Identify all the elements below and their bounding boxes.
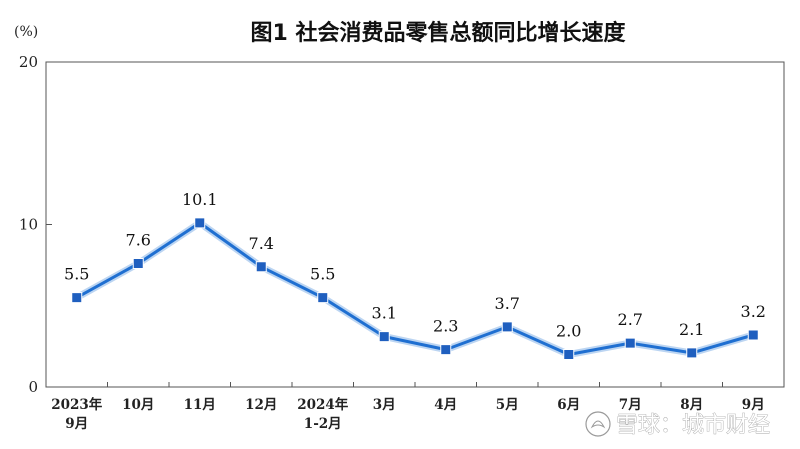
watermark: 雪球：城市财经 [585,411,770,438]
series-line [76,221,754,356]
x-tick-label: 4月 [434,397,457,413]
x-tick-label: 3月 [373,397,396,413]
x-tick-label: 8月 [680,397,703,413]
data-label: 3.1 [372,304,397,323]
data-point [501,321,513,333]
data-point [440,344,452,356]
data-point [624,337,636,349]
data-point [255,261,267,273]
data-label: 5.5 [64,265,89,284]
y-tick-label: 0 [28,378,38,396]
data-label: 3.7 [495,294,520,313]
y-tick-label: 10 [19,216,38,234]
data-labels: 5.5 7.6 10.1 7.4 5.5 3.1 2.3 3.7 2.0 2.7 2.1 3.2 [64,190,766,341]
watermark-text: 雪球：城市财经 [616,413,770,438]
y-axis-unit: (%) [14,24,38,40]
data-point [194,217,206,229]
series-retail-growth [71,217,759,360]
data-point [686,347,698,359]
data-point [378,331,390,343]
x-tick-label: 2023年 9月 [51,396,103,432]
x-tick-label: 12月 [245,397,277,413]
data-point [132,258,144,269]
x-tick-label: 10月 [122,397,154,413]
x-tick-label: 2024年 1-2月 [297,396,349,432]
data-label: 10.1 [182,190,218,209]
x-tick-label: 7月 [619,397,642,413]
data-point [747,329,759,341]
watermark-logo-icon [585,411,611,437]
data-label: 2.1 [679,320,704,339]
data-label: 2.7 [618,310,643,329]
data-label: 5.5 [310,265,335,284]
x-tick-label: 11月 [184,397,216,413]
y-tick-label: 20 [19,53,38,71]
chart-title: 图1 社会消费品零售总额同比增长速度 [251,20,627,46]
data-point [317,292,329,304]
data-label: 7.4 [249,234,274,253]
data-label: 2.3 [433,317,458,336]
y-axis: 0 10 20 [19,53,52,396]
x-tick-label: 5月 [496,397,519,413]
x-tick-label: 9月 [742,397,765,413]
data-label: 3.2 [741,302,766,321]
plot-frame [45,61,785,388]
data-point [563,349,575,360]
data-label: 7.6 [126,231,151,250]
x-axis: 2023年 9月 10月 11月 12月 2024年 1-2月 3月 4月 5月 6月 7月 8月 9月 [51,382,765,432]
x-tick-label: 6月 [557,397,580,413]
data-point [71,292,83,304]
data-label: 2.0 [556,322,581,341]
series-line-glow [73,219,757,358]
